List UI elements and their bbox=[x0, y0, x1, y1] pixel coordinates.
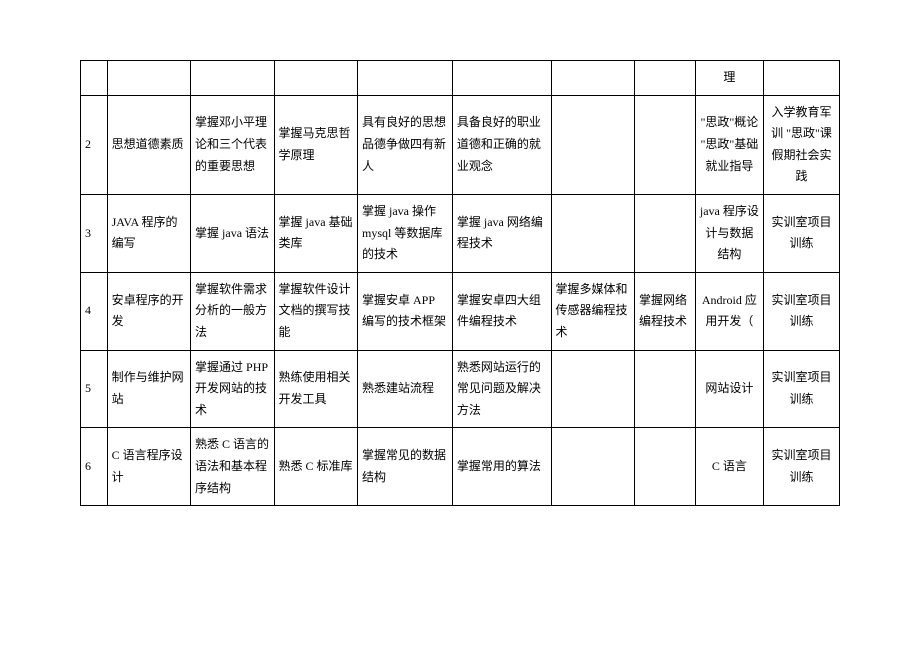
table-cell bbox=[551, 194, 634, 272]
table-cell bbox=[635, 194, 696, 272]
table-cell: 3 bbox=[81, 194, 108, 272]
table-cell: 4 bbox=[81, 272, 108, 350]
table-row: 理 bbox=[81, 61, 840, 96]
table-cell: 掌握软件需求分析的一般方法 bbox=[191, 272, 274, 350]
table-body: 理2思想道德素质掌握邓小平理论和三个代表的重要思想掌握马克思哲学原理具有良好的思… bbox=[81, 61, 840, 506]
table-cell: C 语言程序设计 bbox=[107, 428, 190, 506]
table-cell: 掌握安卓四大组件编程技术 bbox=[452, 272, 551, 350]
table-cell: C 语言 bbox=[695, 428, 763, 506]
table-cell: 实训室项目训练 bbox=[764, 194, 840, 272]
table-cell: 理 bbox=[695, 61, 763, 96]
table-cell: 安卓程序的开发 bbox=[107, 272, 190, 350]
table-cell bbox=[551, 428, 634, 506]
table-cell bbox=[635, 95, 696, 194]
table-cell: 掌握 java 基础类库 bbox=[274, 194, 357, 272]
table-cell: 入学教育军训 "思政"课假期社会实践 bbox=[764, 95, 840, 194]
table-cell bbox=[551, 350, 634, 428]
table-cell: 实训室项目训练 bbox=[764, 350, 840, 428]
table-cell bbox=[635, 350, 696, 428]
table-cell: 实训室项目训练 bbox=[764, 272, 840, 350]
table-cell bbox=[358, 61, 453, 96]
table-row: 6C 语言程序设计熟悉 C 语言的语法和基本程序结构熟悉 C 标准库掌握常见的数… bbox=[81, 428, 840, 506]
table-cell: 熟悉网站运行的常见问题及解决方法 bbox=[452, 350, 551, 428]
table-cell bbox=[764, 61, 840, 96]
table-cell: 实训室项目训练 bbox=[764, 428, 840, 506]
table-cell: 掌握软件设计文档的撰写技能 bbox=[274, 272, 357, 350]
table-cell bbox=[107, 61, 190, 96]
table-cell: 2 bbox=[81, 95, 108, 194]
table-cell bbox=[551, 61, 634, 96]
table-cell: 掌握多媒体和传感器编程技术 bbox=[551, 272, 634, 350]
table-cell: 熟悉 C 语言的语法和基本程序结构 bbox=[191, 428, 274, 506]
table-cell: 制作与维护网站 bbox=[107, 350, 190, 428]
table-cell: JAVA 程序的编写 bbox=[107, 194, 190, 272]
table-cell: 掌握 java 操作 mysql 等数据库的技术 bbox=[358, 194, 453, 272]
table-cell: 掌握 java 语法 bbox=[191, 194, 274, 272]
table-cell: 6 bbox=[81, 428, 108, 506]
table-cell bbox=[551, 95, 634, 194]
table-cell: 具备良好的职业道德和正确的就业观念 bbox=[452, 95, 551, 194]
table-cell: 掌握网络编程技术 bbox=[635, 272, 696, 350]
table-cell: 网站设计 bbox=[695, 350, 763, 428]
table-cell bbox=[635, 428, 696, 506]
table-row: 4安卓程序的开发掌握软件需求分析的一般方法掌握软件设计文档的撰写技能掌握安卓 A… bbox=[81, 272, 840, 350]
table-cell: Android 应用开发（ bbox=[695, 272, 763, 350]
table-cell bbox=[635, 61, 696, 96]
table-cell: 熟悉 C 标准库 bbox=[274, 428, 357, 506]
table-cell bbox=[274, 61, 357, 96]
table-row: 5制作与维护网站掌握通过 PHP 开发网站的技术熟练使用相关开发工具熟悉建站流程… bbox=[81, 350, 840, 428]
table-cell: 掌握通过 PHP 开发网站的技术 bbox=[191, 350, 274, 428]
table-cell bbox=[452, 61, 551, 96]
table-cell: 思想道德素质 bbox=[107, 95, 190, 194]
table-cell: "思政"概论 "思政"基础就业指导 bbox=[695, 95, 763, 194]
table-cell: 熟悉建站流程 bbox=[358, 350, 453, 428]
curriculum-table: 理2思想道德素质掌握邓小平理论和三个代表的重要思想掌握马克思哲学原理具有良好的思… bbox=[80, 60, 840, 506]
table-cell: 掌握安卓 APP 编写的技术框架 bbox=[358, 272, 453, 350]
table-cell: 掌握常见的数据结构 bbox=[358, 428, 453, 506]
table-cell: 5 bbox=[81, 350, 108, 428]
table-row: 2思想道德素质掌握邓小平理论和三个代表的重要思想掌握马克思哲学原理具有良好的思想… bbox=[81, 95, 840, 194]
table-cell: 掌握邓小平理论和三个代表的重要思想 bbox=[191, 95, 274, 194]
table-cell: 掌握 java 网络编程技术 bbox=[452, 194, 551, 272]
table-cell: 具有良好的思想品德争做四有新人 bbox=[358, 95, 453, 194]
table-cell bbox=[191, 61, 274, 96]
table-cell: java 程序设计与数据结构 bbox=[695, 194, 763, 272]
table-cell: 掌握常用的算法 bbox=[452, 428, 551, 506]
table-cell: 熟练使用相关开发工具 bbox=[274, 350, 357, 428]
table-cell: 掌握马克思哲学原理 bbox=[274, 95, 357, 194]
table-cell bbox=[81, 61, 108, 96]
table-row: 3JAVA 程序的编写掌握 java 语法掌握 java 基础类库掌握 java… bbox=[81, 194, 840, 272]
